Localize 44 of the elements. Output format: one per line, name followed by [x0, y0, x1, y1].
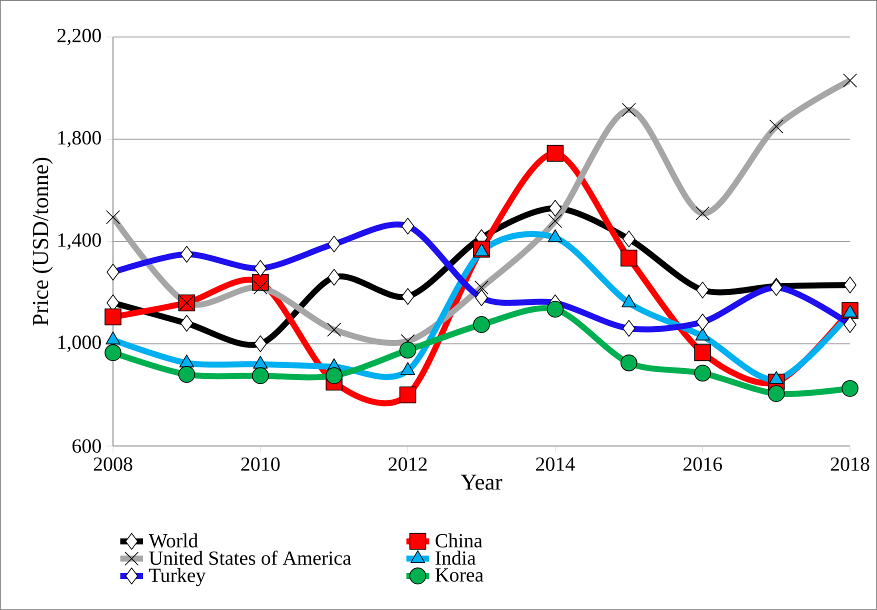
legend-label: Turkey	[149, 568, 206, 586]
point	[548, 200, 562, 217]
x-tick-label: 2018	[830, 457, 870, 471]
y-tick-label: 1,800	[58, 131, 101, 148]
x-tick-label: 2014	[536, 457, 575, 471]
point	[254, 335, 267, 352]
point	[401, 288, 414, 305]
legend-label: China	[436, 533, 482, 548]
legend-label: World	[148, 533, 198, 548]
point	[622, 230, 636, 248]
y-tick-label: 1,400	[58, 233, 101, 250]
point	[694, 364, 712, 382]
point	[180, 314, 194, 332]
y-tick-label: 2,200	[58, 28, 101, 46]
x-tick-label: 2016	[683, 457, 722, 471]
point	[546, 300, 564, 318]
x-tick-label: 2010	[241, 457, 280, 471]
legend-label: Korea	[435, 568, 484, 582]
x-tick-label: 2008	[94, 457, 132, 471]
point	[178, 366, 196, 383]
point	[696, 282, 710, 298]
legend-label: India	[436, 550, 476, 565]
legend-label: United States of America	[149, 550, 352, 565]
point	[694, 344, 712, 362]
x-tick-label: 2012	[388, 457, 427, 471]
point	[252, 367, 269, 384]
point	[328, 268, 341, 286]
point	[768, 385, 785, 402]
point	[844, 276, 856, 294]
x-axis-title: Year	[460, 474, 502, 490]
point	[473, 316, 490, 333]
y-axis-title: Price (USD/tonne)	[32, 158, 53, 326]
y-tick-label: 1,000	[58, 336, 101, 352]
point	[399, 386, 416, 404]
point	[842, 380, 858, 397]
point	[620, 250, 638, 267]
point	[252, 274, 269, 291]
point	[104, 308, 122, 326]
point	[399, 342, 416, 359]
point	[546, 144, 564, 162]
y-tick-label: 600	[72, 439, 101, 453]
point	[326, 367, 343, 384]
point	[104, 344, 122, 362]
point	[620, 354, 638, 372]
